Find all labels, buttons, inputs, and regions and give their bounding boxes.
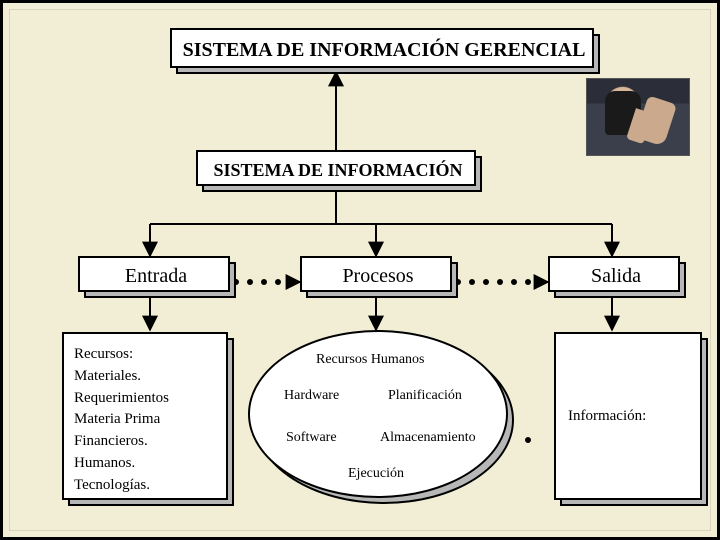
entrada-line: Requerimientos: [74, 388, 216, 410]
node-entrada: Entrada: [78, 256, 230, 292]
node-salida-label: Salida: [550, 258, 682, 294]
node-procesos-label: Procesos: [302, 258, 454, 294]
manager-photo: [586, 78, 690, 156]
entrada-detail-box: Recursos:Materiales.RequerimientosMateri…: [62, 332, 228, 500]
entrada-line: Recursos:: [74, 344, 216, 366]
entrada-line: Materiales.: [74, 366, 216, 388]
entrada-line: Financieros.: [74, 431, 216, 453]
subtitle-text: SISTEMA DE INFORMACIÓN: [198, 152, 478, 188]
entrada-line: Humanos.: [74, 453, 216, 475]
node-entrada-label: Entrada: [80, 258, 232, 294]
procesos-hw: Hardware: [284, 388, 339, 404]
diagram-canvas: SISTEMA DE INFORMACIÓN GERENCIAL SISTEMA…: [0, 0, 720, 540]
title-box: SISTEMA DE INFORMACIÓN GERENCIAL: [170, 28, 594, 68]
node-procesos: Procesos: [300, 256, 452, 292]
entrada-line: Materia Prima: [74, 409, 216, 431]
node-salida: Salida: [548, 256, 680, 292]
procesos-sw: Software: [286, 430, 337, 446]
entrada-line: Tecnologías.: [74, 475, 216, 497]
subtitle-box: SISTEMA DE INFORMACIÓN: [196, 150, 476, 186]
salida-detail-label: Información:: [568, 408, 646, 425]
title-text: SISTEMA DE INFORMACIÓN GERENCIAL: [172, 30, 596, 70]
procesos-alm: Almacenamiento: [380, 430, 476, 446]
entrada-detail-lines: Recursos:Materiales.RequerimientosMateri…: [64, 334, 226, 506]
procesos-rh: Recursos Humanos: [316, 352, 425, 368]
salida-detail-box: Información:: [554, 332, 702, 500]
procesos-ejec: Ejecución: [348, 466, 404, 482]
procesos-plan: Planificación: [388, 388, 462, 404]
